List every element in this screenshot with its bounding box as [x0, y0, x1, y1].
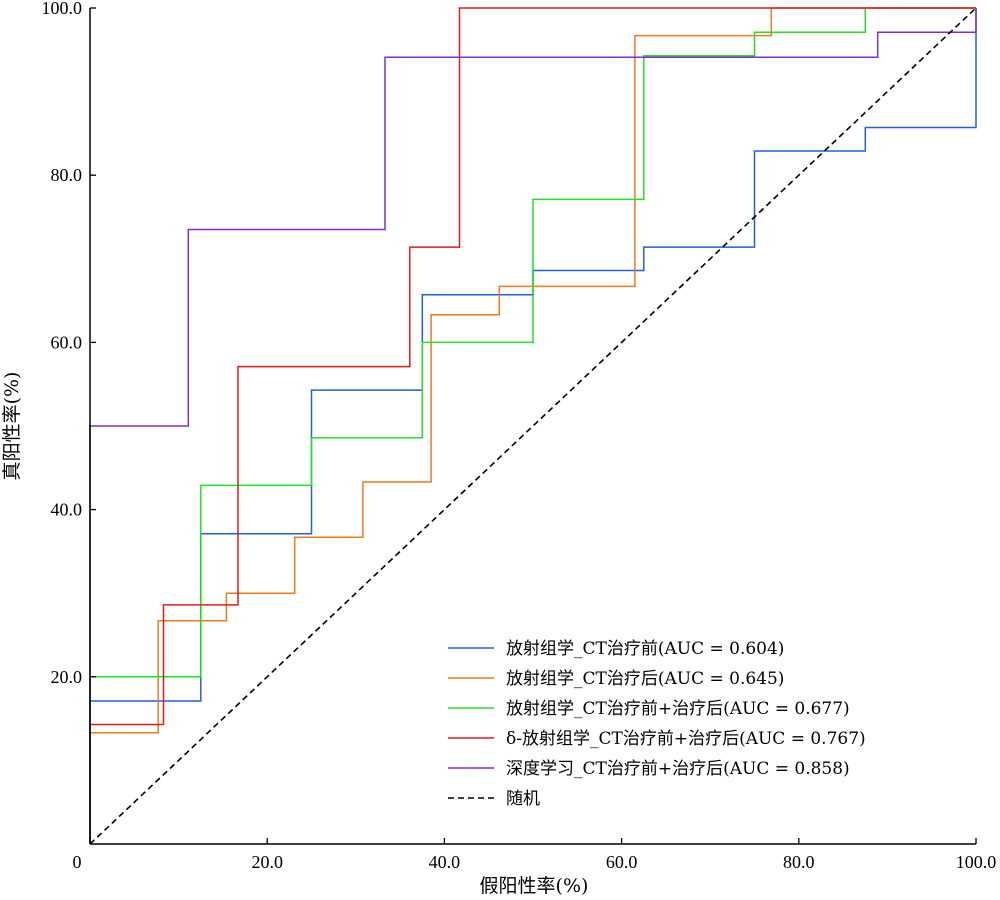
series-layer — [89, 7, 977, 845]
series-line-1 — [89, 7, 976, 844]
legend-label-2: 放射组学_CT治疗前+治疗后(AUC = 0.677) — [506, 699, 850, 719]
legend: 放射组学_CT治疗前(AUC = 0.604) 放射组学_CT治疗后(AUC = … — [448, 639, 866, 809]
series-line-3 — [89, 7, 976, 844]
x-tick-label-5: 100.0 — [956, 852, 997, 872]
series-line-5 — [89, 7, 977, 845]
x-axis-label: 假阳性率(%) — [480, 875, 589, 897]
ticks-layer: 0 20.0 40.0 60.0 80.0 100.0 20.0 40.0 60.0 80.0 10… — [42, 0, 997, 872]
x-tick-label-4: 80.0 — [783, 852, 815, 872]
x-tick-label-2: 40.0 — [429, 852, 461, 872]
legend-label-4: 深度学习_CT治疗前+治疗后(AUC = 0.858) — [506, 759, 850, 779]
y-axis-label: 真阳性率(%) — [1, 372, 23, 481]
y-tick-label-0: 20.0 — [51, 667, 83, 687]
legend-label-5: 随机 — [506, 789, 540, 809]
legend-label-1: 放射组学_CT治疗后(AUC = 0.645) — [506, 669, 784, 689]
legend-label-0: 放射组学_CT治疗前(AUC = 0.604) — [506, 639, 784, 659]
axes-layer — [89, 8, 976, 845]
series-line-2 — [89, 7, 976, 844]
legend-label-3: δ-放射组学_CT治疗前+治疗后(AUC = 0.767) — [506, 729, 866, 749]
y-tick-label-1: 40.0 — [51, 500, 83, 520]
x-tick-label-0: 0 — [73, 852, 82, 872]
y-tick-label-2: 60.0 — [51, 332, 83, 352]
series-line-4 — [89, 8, 977, 844]
y-tick-label-3: 80.0 — [51, 165, 83, 185]
y-tick-label-4: 100.0 — [42, 0, 83, 18]
x-tick-label-1: 20.0 — [251, 852, 283, 872]
x-tick-label-3: 60.0 — [606, 852, 638, 872]
